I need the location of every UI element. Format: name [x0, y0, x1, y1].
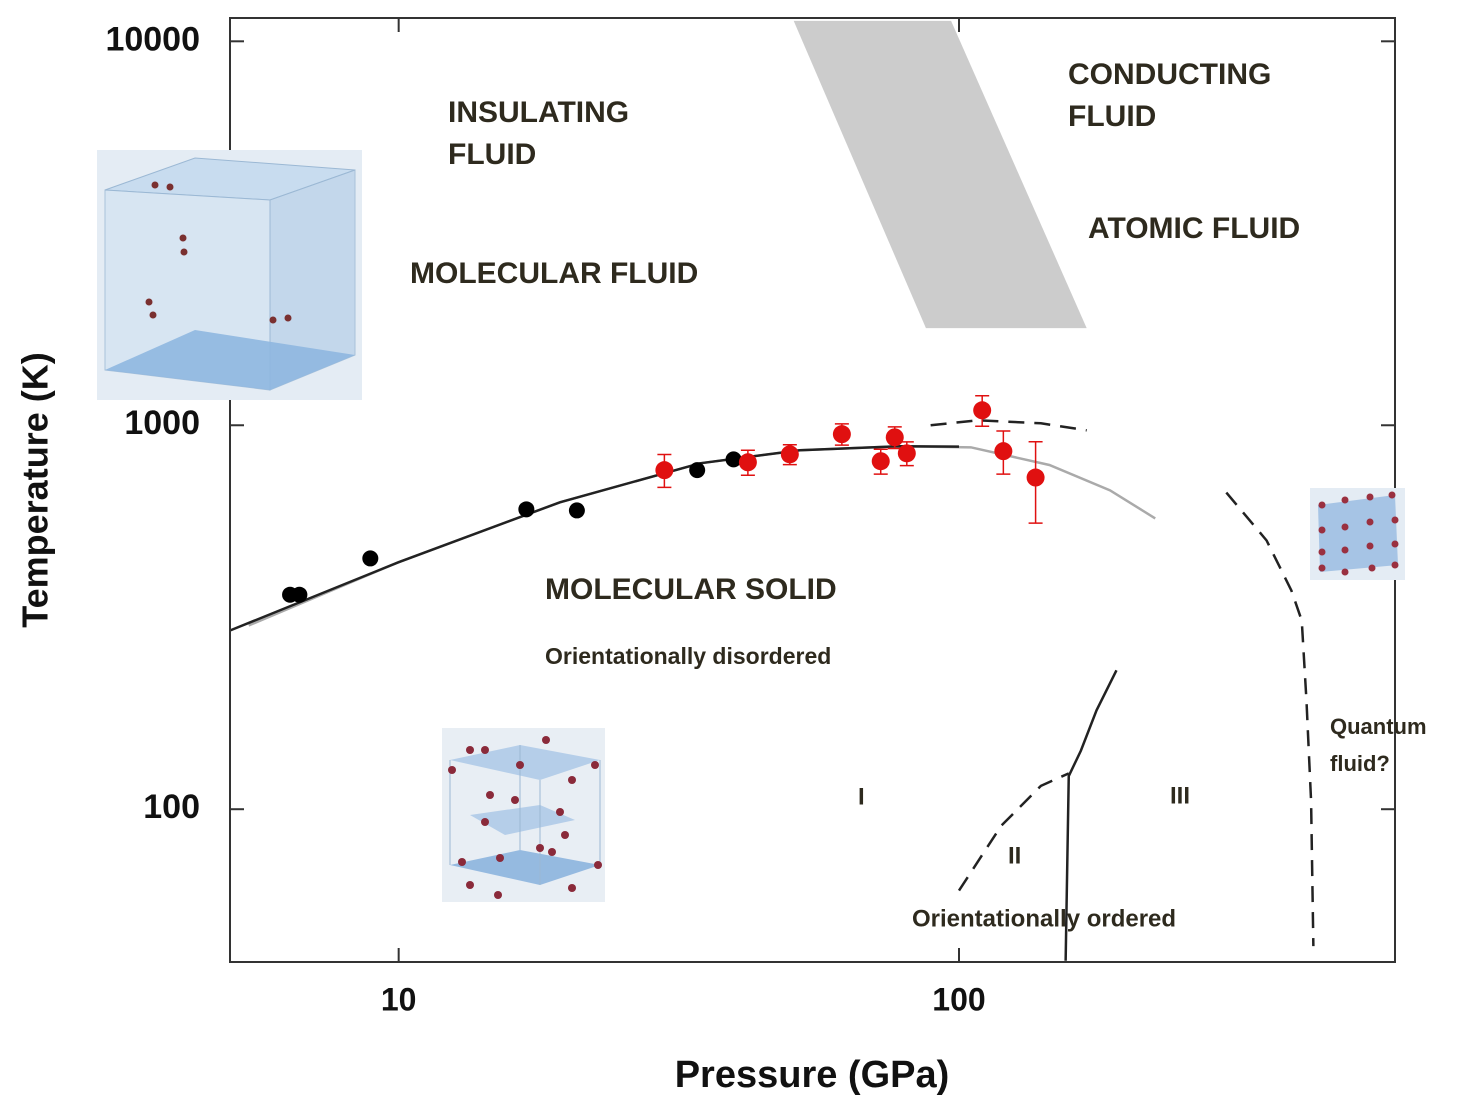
annotation: Quantum	[1330, 714, 1427, 739]
data-point	[738, 453, 757, 472]
y-axis-label: Temperature (K)	[15, 352, 56, 627]
data-point	[885, 428, 904, 447]
annotation: I	[858, 783, 865, 810]
y-tick-label: 1000	[124, 404, 200, 442]
annotation: CONDUCTING	[1068, 58, 1271, 91]
inset-hexagonal-lattice	[442, 728, 605, 902]
annotation: II	[1008, 842, 1021, 869]
data-point	[568, 502, 585, 519]
phase-boundary	[1225, 491, 1315, 947]
data-point	[832, 425, 851, 444]
annotation: FLUID	[448, 138, 536, 171]
annotation: ATOMIC FLUID	[1088, 212, 1300, 245]
data-point	[994, 442, 1013, 461]
phase-boundary	[930, 419, 1087, 432]
annotation: III	[1170, 782, 1190, 809]
annotation: MOLECULAR SOLID	[545, 573, 837, 606]
data-point	[1026, 468, 1045, 487]
x-tick-label: 10	[381, 981, 417, 1017]
data-point	[871, 452, 890, 471]
phase-boundary	[957, 772, 1070, 892]
data-point	[973, 401, 992, 420]
x-axis-label: Pressure (GPa)	[675, 1054, 950, 1096]
annotation: Orientationally ordered	[912, 905, 1176, 932]
data-point	[291, 586, 308, 603]
annotation: INSULATING	[448, 96, 629, 129]
annotation: fluid?	[1330, 751, 1390, 776]
x-tick-label: 100	[932, 981, 985, 1017]
data-point	[780, 445, 799, 464]
data-point	[897, 444, 916, 463]
inset-molecular-fluid	[97, 150, 362, 400]
data-point	[518, 501, 535, 518]
phase-boundary	[1064, 669, 1118, 961]
y-tick-label: 100	[143, 788, 200, 826]
transition-band	[793, 20, 1087, 329]
annotation: Orientationally disordered	[545, 643, 831, 669]
data-point	[362, 550, 379, 567]
annotation: FLUID	[1068, 100, 1156, 133]
plot-area	[229, 20, 1315, 961]
data-point	[689, 462, 706, 479]
data-point	[725, 451, 742, 468]
inset-atomic-lattice	[1310, 488, 1405, 580]
data-point	[655, 461, 674, 480]
y-tick-label: 10000	[105, 20, 200, 58]
annotation: MOLECULAR FLUID	[410, 257, 698, 290]
